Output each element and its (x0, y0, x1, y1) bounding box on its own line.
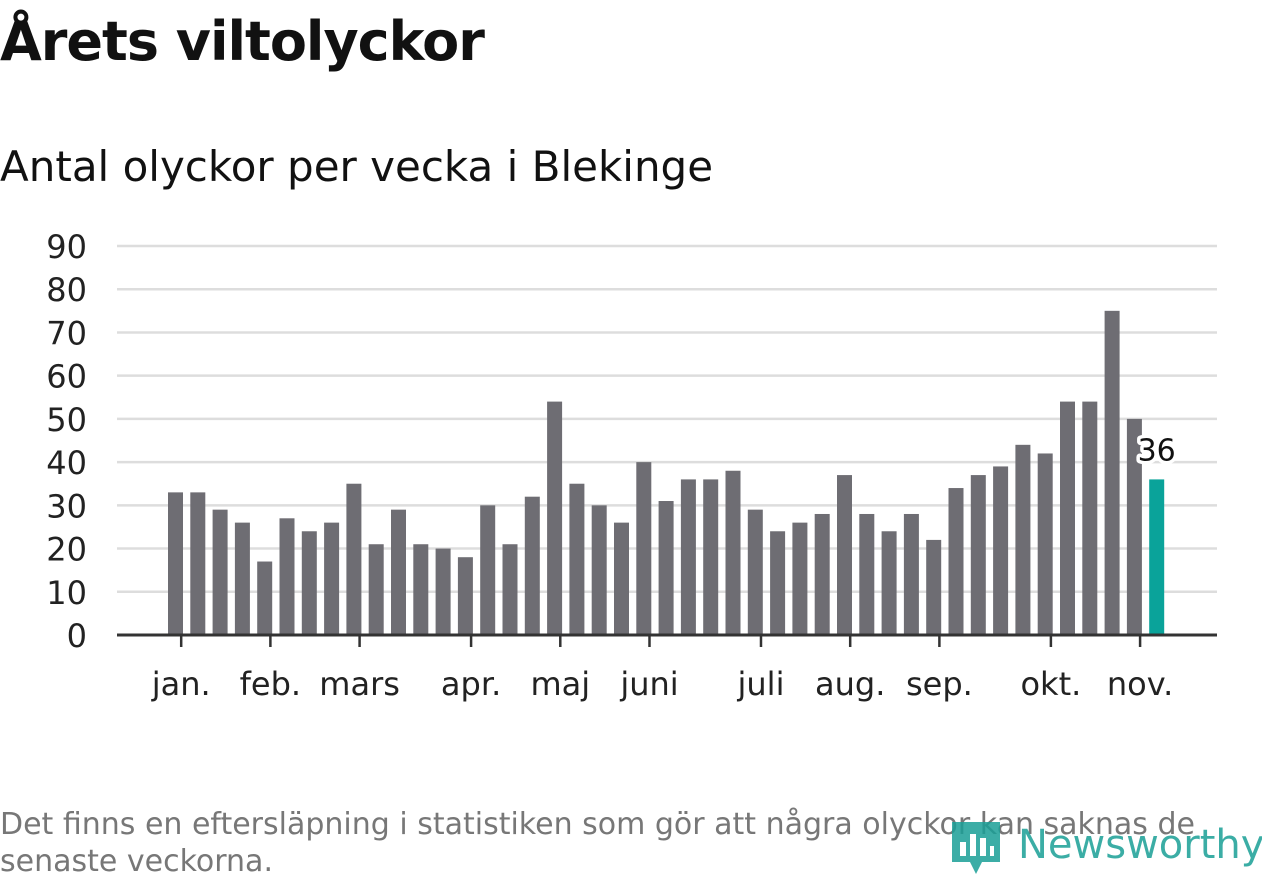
x-tick-label: feb. (240, 665, 301, 703)
y-tick-label: 70 (46, 314, 87, 352)
x-tick-label: nov. (1107, 665, 1173, 703)
y-tick-label: 80 (46, 271, 87, 309)
bar (703, 479, 719, 635)
newsworthy-logo-icon (952, 822, 1000, 874)
bar (480, 505, 496, 635)
x-tick-label: mars (319, 665, 400, 703)
y-tick-label: 40 (46, 444, 87, 482)
bar (524, 496, 540, 635)
bar (234, 522, 250, 635)
bar (993, 466, 1009, 635)
chart-subtitle: Antal olyckor per vecka i Blekinge (0, 142, 714, 191)
bar (614, 522, 629, 635)
bar (212, 509, 228, 635)
newsworthy-logo-text: Newsworthy (1018, 822, 1262, 868)
bar (346, 483, 362, 635)
bar (413, 544, 429, 635)
x-tick-label: okt. (1020, 665, 1081, 703)
bar (881, 531, 897, 635)
bar (1104, 310, 1120, 635)
x-tick-label: juni (619, 665, 678, 703)
bars (168, 310, 1165, 635)
bar (859, 513, 875, 635)
bar (792, 522, 808, 635)
bar (168, 492, 183, 635)
highlight-annotation: 36 (1134, 430, 1179, 472)
y-tick-label: 0 (67, 617, 87, 655)
bar (301, 531, 317, 635)
x-tick-label: maj (530, 665, 590, 703)
bar (903, 513, 919, 635)
bar (279, 518, 295, 635)
y-tick-label: 50 (46, 401, 87, 439)
bar (658, 501, 674, 635)
bar (591, 505, 607, 635)
bar (970, 475, 986, 635)
bar (257, 561, 273, 635)
bar (457, 557, 473, 635)
highlight-value-label: 36 (1138, 433, 1176, 468)
bar (391, 509, 406, 635)
bar (569, 483, 585, 635)
bar (948, 488, 964, 635)
bar (1082, 401, 1098, 635)
bar-highlight (1149, 479, 1165, 635)
chart-title: Årets viltolyckor (0, 10, 485, 73)
bar (547, 401, 563, 635)
bar (1015, 444, 1031, 635)
bar (837, 475, 852, 635)
bar (324, 522, 340, 635)
bar (725, 470, 741, 635)
x-tick-label: jan. (151, 665, 211, 703)
bar (747, 509, 763, 635)
x-tick-label: apr. (441, 665, 501, 703)
y-tick-label: 20 (46, 531, 87, 569)
bar (368, 544, 384, 635)
bar (435, 548, 451, 635)
bar (1126, 418, 1142, 635)
x-tick-label: juli (737, 665, 785, 703)
x-axis-ticks: jan. feb. mars apr. maj juni juli aug. sep. okt. n… (151, 635, 1173, 703)
y-tick-label: 10 (46, 574, 87, 612)
bar (502, 544, 518, 635)
x-tick-label: aug. (815, 665, 885, 703)
bar (770, 531, 786, 635)
y-tick-label: 60 (46, 358, 87, 396)
bar (926, 539, 942, 635)
bar (190, 492, 206, 635)
bar (636, 462, 652, 635)
x-tick-label: sep. (906, 665, 973, 703)
y-axis-ticks: 0 10 20 30 40 50 60 70 80 90 (46, 228, 87, 655)
bar (1060, 401, 1075, 635)
bar (680, 479, 696, 635)
bar (1037, 453, 1053, 635)
y-tick-label: 90 (46, 228, 87, 266)
y-tick-label: 30 (46, 487, 87, 525)
bar (814, 513, 830, 635)
